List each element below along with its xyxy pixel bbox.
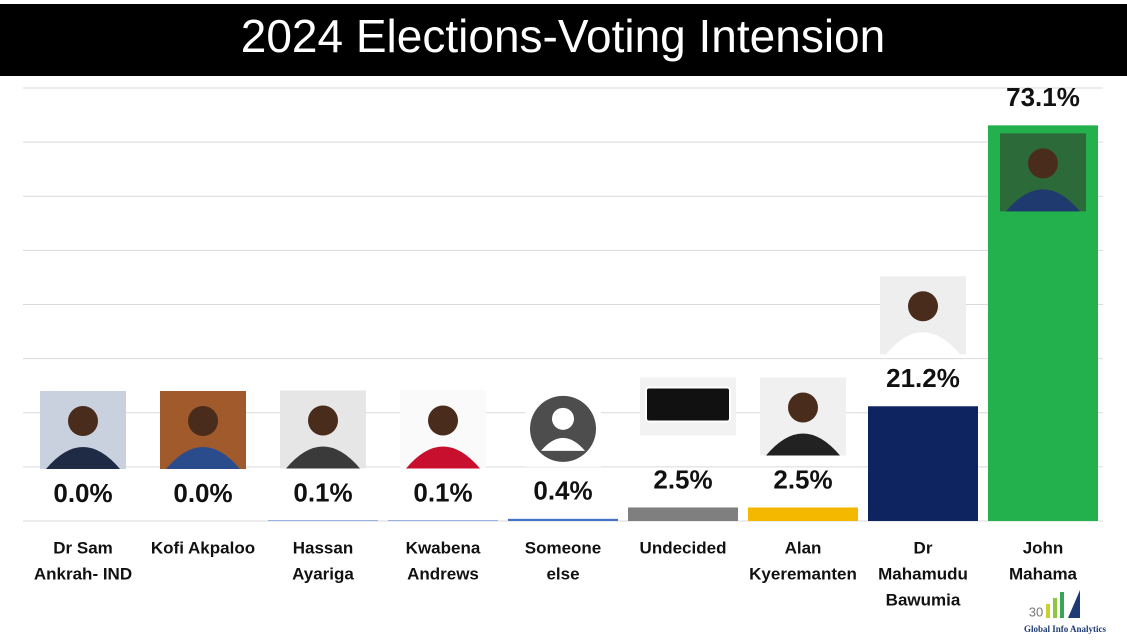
candidate-photo [760, 377, 846, 456]
bar [628, 507, 738, 521]
photo-body [166, 447, 240, 469]
brand-logo [1046, 590, 1080, 618]
x-tick-label: John [1023, 538, 1064, 557]
x-tick-label: Alan [785, 538, 822, 557]
photo-body [46, 447, 120, 469]
icon-head [552, 407, 574, 430]
brand-name: Global Info Analytics [1024, 624, 1107, 634]
x-tick-label: else [546, 564, 579, 583]
photo-body [286, 446, 360, 469]
data-label: 2.5% [773, 464, 832, 494]
icon-body [541, 437, 585, 451]
x-tick-label: Someone [525, 538, 602, 557]
x-tick-label: Ankrah- IND [34, 564, 132, 583]
photo-head [308, 405, 338, 436]
x-tick-label: Kwabena [406, 538, 481, 557]
data-label: 0.1% [413, 477, 472, 507]
bar [868, 406, 978, 521]
photo-head [788, 392, 818, 423]
x-tick-label: Dr [914, 538, 933, 557]
candidate-photo [280, 390, 366, 469]
x-tick-label: Mahamudu [878, 564, 968, 583]
photo-head [1028, 148, 1058, 179]
sign [645, 386, 731, 423]
bar [268, 520, 378, 521]
candidate-photo [160, 391, 246, 469]
page-number: 30 [1029, 604, 1043, 619]
bar [748, 507, 858, 521]
data-label: 0.4% [533, 476, 592, 506]
x-tick-label: Dr Sam [53, 538, 113, 557]
x-tick-label: Kofi Akpaloo [151, 538, 255, 557]
photo-head [188, 406, 218, 436]
photo-head [908, 291, 938, 322]
bar [508, 518, 618, 521]
chart-title: 2024 Elections-Voting Intension [241, 10, 885, 62]
photo-body [1006, 189, 1080, 212]
candidate-photo [525, 388, 601, 467]
x-tick-label: Hassan [293, 538, 353, 557]
data-label: 2.5% [653, 464, 712, 494]
data-label: 73.1% [1006, 82, 1080, 112]
photo-body [406, 446, 480, 469]
photo-body [886, 332, 960, 355]
x-tick-label: Mahama [1009, 564, 1078, 583]
candidate-photo [640, 377, 736, 436]
candidate-photo [400, 390, 486, 469]
x-tick-label: Andrews [407, 564, 479, 583]
candidate-photo [880, 276, 966, 355]
data-label: 0.0% [173, 478, 232, 508]
candidate-photo [40, 391, 126, 469]
photo-head [68, 406, 98, 436]
photo-body [766, 433, 840, 456]
data-label: 0.1% [293, 477, 352, 507]
data-label: 21.2% [886, 363, 960, 393]
title-bar [0, 4, 1127, 76]
bar [388, 520, 498, 521]
x-tick-label: Bawumia [886, 590, 961, 609]
data-label: 0.0% [53, 478, 112, 508]
candidate-photo [1000, 133, 1086, 212]
x-tick-label: Kyeremanten [749, 564, 857, 583]
x-tick-label: Undecided [640, 538, 727, 557]
x-tick-label: Ayariga [292, 564, 354, 583]
photo-head [428, 405, 458, 436]
